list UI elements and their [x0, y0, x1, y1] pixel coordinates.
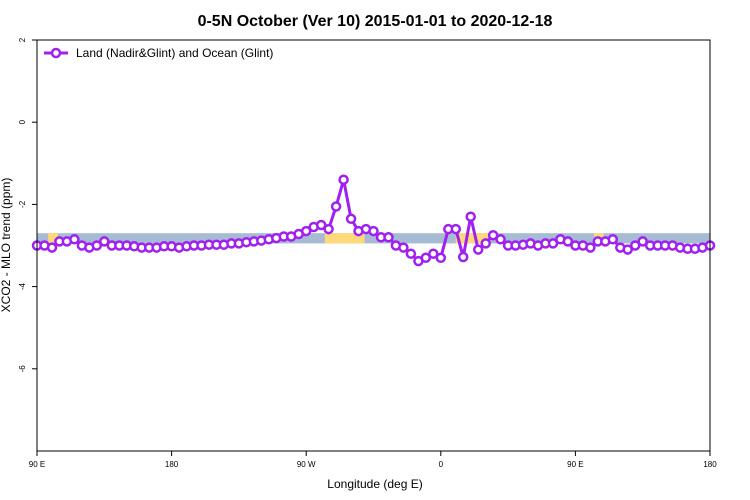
land-band-segment	[455, 233, 490, 244]
data-point	[323, 223, 334, 235]
data-point	[585, 242, 596, 253]
y-tick-label: -2	[18, 200, 27, 208]
data-point	[465, 211, 476, 222]
data-point	[99, 236, 110, 247]
land-band-segment	[324, 233, 365, 244]
data-point	[472, 244, 484, 255]
x-tick-label: 180	[165, 460, 179, 469]
data-point	[345, 213, 357, 225]
data-point	[428, 248, 439, 259]
series-layer	[31, 174, 716, 267]
data-point	[629, 240, 641, 251]
data-point	[435, 252, 447, 264]
legend: Land (Nadir&Glint) and Ocean (Glint)	[44, 46, 273, 60]
data-point	[383, 232, 394, 243]
chart-title: 0-5N October (Ver 10) 2015-01-01 to 2020…	[198, 13, 553, 30]
y-tick-label: -4	[18, 282, 27, 290]
x-tick-label: 90 E	[29, 460, 45, 469]
legend-label: Land (Nadir&Glint) and Ocean (Glint)	[76, 46, 273, 60]
data-point	[398, 242, 409, 253]
x-axis-ticks: 90 E 180 90 W 0 90 E 180	[29, 451, 717, 469]
plot-frame	[36, 39, 711, 452]
y-axis-ticks: 2 0 -2 -4 -6	[18, 37, 37, 372]
y-tick-label: 0	[18, 119, 27, 124]
land-band-segment	[48, 233, 58, 244]
data-point	[480, 238, 491, 249]
y-tick-label: 2	[18, 37, 27, 42]
x-axis-label: Longitude (deg E)	[327, 477, 422, 491]
x-tick-label: 180	[703, 460, 717, 469]
data-point	[91, 240, 103, 251]
x-tick-label: 90 W	[297, 460, 316, 469]
data-point	[338, 174, 349, 185]
data-point	[622, 244, 633, 255]
x-tick-label: 0	[439, 460, 444, 469]
ocean-band	[37, 233, 710, 244]
data-point	[607, 234, 619, 245]
data-point	[300, 225, 312, 237]
data-point	[457, 251, 469, 263]
data-point	[420, 252, 432, 264]
data-point	[46, 242, 58, 253]
data-point	[547, 238, 559, 249]
data-point	[405, 248, 417, 259]
data-point	[368, 225, 379, 237]
data-point	[495, 234, 506, 245]
data-point	[637, 236, 648, 247]
legend-marker	[50, 47, 62, 59]
data-point	[562, 236, 574, 247]
x-tick-label: 90 E	[567, 460, 583, 469]
data-point	[69, 234, 80, 245]
y-axis-label: XCO2 - MLO trend (ppm)	[0, 178, 13, 313]
data-point	[330, 201, 342, 212]
y-tick-label: -6	[18, 365, 27, 373]
data-point	[315, 219, 327, 231]
data-point	[450, 223, 462, 235]
data-point	[487, 229, 499, 241]
